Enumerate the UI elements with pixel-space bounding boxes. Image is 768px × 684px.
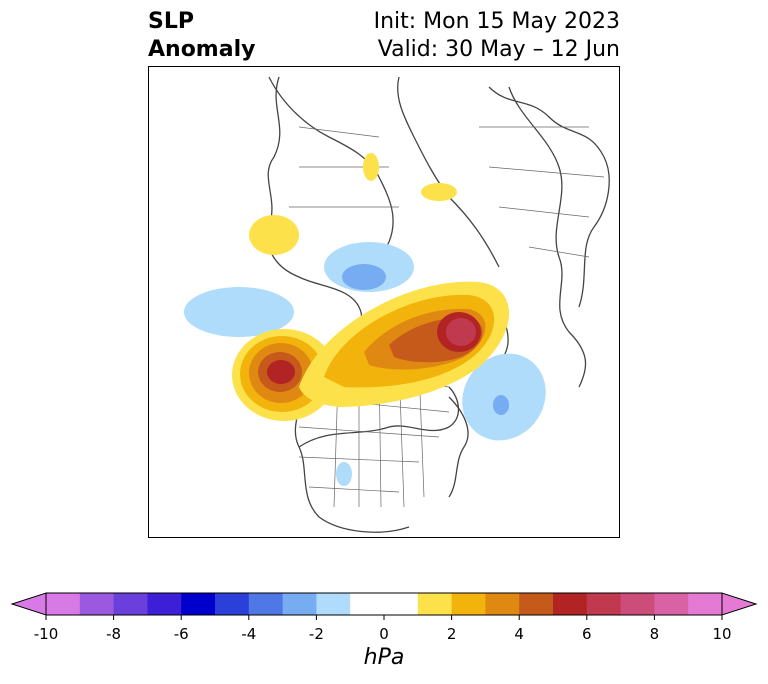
map-panel [148,66,620,538]
colorbar-cell [519,593,554,615]
colorbar-tick-label: -2 [309,625,324,643]
slp-anomaly-map [184,76,610,533]
negative-anomalies [184,242,546,486]
colorbar-tick-label: 10 [712,625,731,643]
colorbar-cell [316,593,351,615]
colorbar-tick-label: -8 [106,625,121,643]
positive-anomalies [232,153,509,421]
colorbar-cell [248,593,284,615]
colorbar-ticks: -10 -8 -6 -4 -2 0 2 4 6 8 10 [34,615,732,643]
init-date: Init: Mon 15 May 2023 [373,9,620,34]
colorbar-unit-label: hPa [363,645,405,670]
map-title: SLP Anomaly [148,9,256,62]
colorbar-cell [215,593,250,615]
colorbar-cell [417,593,453,615]
colorbar-cell [485,593,520,615]
colorbar-extend-min [10,592,47,616]
colorbar-tick-label: -6 [174,625,189,643]
colorbar-cell [654,593,689,615]
colorbar-tick-label: 8 [650,625,660,643]
colorbar-tick-label: 2 [447,625,457,643]
colorbar-cell [451,593,486,615]
colorbar-cell [553,593,588,615]
colorbar-tick-label: 0 [379,625,389,643]
colorbar-cell [688,593,723,615]
colorbar-cells [10,592,758,616]
colorbar-cell [46,593,81,615]
valid-range: Valid: 30 May – 12 Jun [377,37,620,62]
colorbar-tick-label: -10 [34,625,59,643]
colorbar-tick-label: -4 [241,625,256,643]
colorbar-tick-label: 4 [514,625,524,643]
colorbar-cell [350,593,385,615]
colorbar-cell [282,593,317,615]
map-valid-info: Init: Mon 15 May 2023 Valid: 30 May – 12… [374,8,620,64]
colorbar-cell [384,593,419,615]
colorbar-cell [620,593,655,615]
colorbar-tick-label: 6 [582,625,592,643]
colorbar-extend-max [721,592,758,616]
colorbar: -10 -8 -6 -4 -2 0 2 4 6 8 10 [10,592,758,643]
colorbar-cell [181,593,216,615]
colorbar-cell [113,593,148,615]
colorbar-cell [79,593,115,615]
colorbar-cell [586,593,622,615]
colorbar-cell [147,593,182,615]
